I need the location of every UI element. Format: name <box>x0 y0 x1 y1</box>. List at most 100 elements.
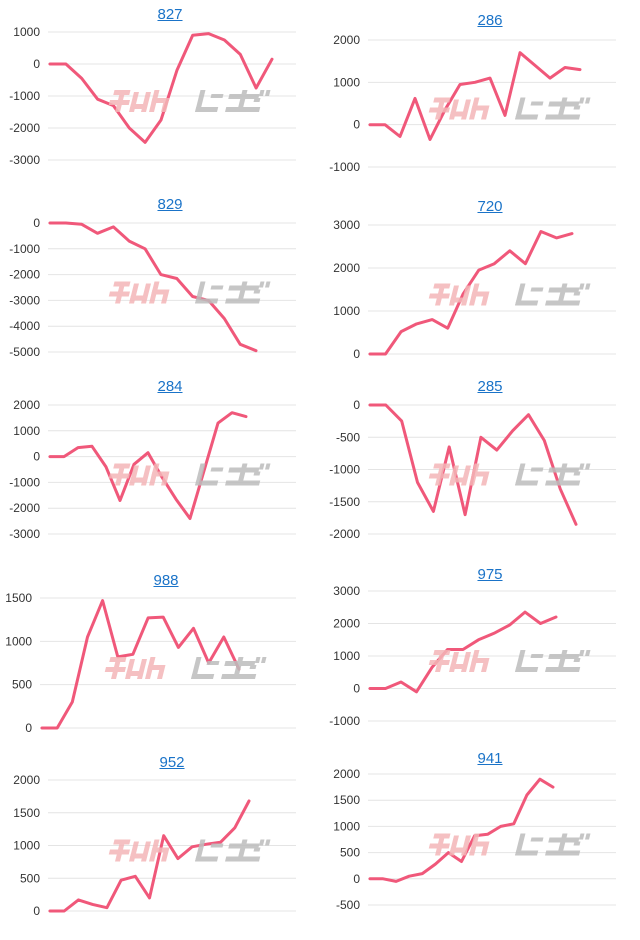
y-tick-label: 1000 <box>333 304 360 318</box>
y-tick-label: -1500 <box>329 495 360 509</box>
chart-svg: 1000 0 -1000 -2000 -3000 <box>9 25 296 167</box>
y-tick-label: 0 <box>33 904 40 918</box>
watermark-logo-icon <box>108 839 271 862</box>
y-tick-label: -5000 <box>9 345 40 359</box>
y-tick-label: -4000 <box>9 319 40 333</box>
chart-svg: 2000 1000 0 -1000 <box>329 33 616 174</box>
y-tick-label: 0 <box>353 118 360 132</box>
y-tick-label: 1500 <box>13 806 40 820</box>
watermark-logo-icon <box>428 283 591 306</box>
y-tick-label: 2000 <box>13 773 40 787</box>
y-tick-label: 0 <box>353 398 360 412</box>
chart-title-link[interactable]: 286 <box>477 12 503 29</box>
series-line <box>40 599 241 730</box>
y-tick-label: 1500 <box>5 591 32 605</box>
y-tick-label: -2000 <box>9 121 40 135</box>
y-tick-label: 1000 <box>13 424 40 438</box>
y-tick-label: 1500 <box>333 793 360 807</box>
chart-panel-827: 827 1000 0 -1000 -2000 -3000 <box>0 0 640 190</box>
series-line <box>368 610 558 694</box>
chart-svg: 1500 1000 500 0 <box>5 591 296 735</box>
series-line <box>48 411 248 520</box>
watermark-logo-icon <box>428 833 591 856</box>
chart-title-link[interactable]: 829 <box>157 196 183 213</box>
chart-panel-286: 286 2000 1000 0 -1000 <box>0 0 640 190</box>
chart-svg: 2000 1500 1000 500 0 -500 <box>333 767 616 912</box>
series-line <box>48 32 274 144</box>
y-tick-label: 2000 <box>333 261 360 275</box>
watermark-logo-icon <box>108 281 271 304</box>
y-tick-label: 3000 <box>333 218 360 232</box>
y-tick-label: -1000 <box>9 242 40 256</box>
chart-svg: 3000 2000 1000 0 <box>333 218 616 361</box>
chart-panel-975: 975 3000 2000 1000 0 -1000 <box>0 560 640 750</box>
y-tick-label: -1000 <box>9 475 40 489</box>
chart-title-link[interactable]: 284 <box>157 378 183 395</box>
y-tick-label: -1000 <box>329 463 360 477</box>
chart-svg: 0 -500 -1000 -1500 -2000 <box>329 398 616 541</box>
y-tick-label: 2000 <box>13 398 40 412</box>
series-line <box>48 799 251 913</box>
watermark-logo-icon <box>108 463 271 486</box>
y-tick-label: 3000 <box>333 584 360 598</box>
y-tick-label: 2000 <box>333 617 360 631</box>
chart-svg: 2000 1500 1000 500 0 <box>13 773 296 918</box>
y-tick-label: -3000 <box>9 527 40 541</box>
chart-title-link[interactable]: 952 <box>159 754 185 771</box>
y-tick-label: -1000 <box>329 160 360 174</box>
series-line <box>368 403 578 526</box>
y-tick-label: 0 <box>353 872 360 886</box>
y-tick-label: -2000 <box>9 268 40 282</box>
chart-panel-720: 720 3000 2000 1000 0 <box>0 190 640 380</box>
y-tick-label: -3000 <box>9 153 40 167</box>
y-tick-label: 0 <box>33 216 40 230</box>
y-tick-label: 500 <box>12 678 32 692</box>
y-tick-label: -3000 <box>9 293 40 307</box>
chart-title-link[interactable]: 988 <box>153 572 179 589</box>
chart-title-link[interactable]: 720 <box>477 198 503 215</box>
chart-title-link[interactable]: 827 <box>157 6 183 23</box>
watermark-logo-icon <box>428 463 591 486</box>
watermark-logo-icon <box>108 90 271 112</box>
series-line <box>368 51 582 141</box>
watermark-logo-icon <box>428 650 591 672</box>
y-tick-label: -1000 <box>9 89 40 103</box>
chart-title-link[interactable]: 975 <box>477 566 503 583</box>
chart-panel-284: 284 2000 1000 0 -1000 -2000 -3000 <box>0 370 640 560</box>
y-tick-label: -500 <box>336 898 360 912</box>
y-tick-label: 0 <box>25 721 32 735</box>
chart-title-link[interactable]: 285 <box>477 378 503 395</box>
chart-title-link[interactable]: 941 <box>477 750 503 767</box>
y-tick-label: 1000 <box>333 75 360 89</box>
chart-panel-285: 285 0 -500 -1000 -1500 -2000 <box>0 370 640 560</box>
watermark-logo-icon <box>428 97 591 120</box>
series-line <box>368 777 555 883</box>
y-tick-label: 2000 <box>333 767 360 781</box>
chart-svg: 0 -1000 -2000 -3000 -4000 -5000 <box>9 216 296 359</box>
y-tick-label: -1000 <box>329 714 360 728</box>
y-tick-label: 0 <box>353 347 360 361</box>
chart-panel-941: 941 2000 1500 1000 500 0 -500 <box>0 750 640 940</box>
y-tick-label: 1000 <box>13 25 40 39</box>
chart-panel-952: 952 2000 1500 1000 500 0 <box>0 750 640 940</box>
y-tick-label: 1000 <box>13 839 40 853</box>
y-tick-label: 0 <box>33 450 40 464</box>
chart-svg: 2000 1000 0 -1000 -2000 -3000 <box>9 398 296 541</box>
y-tick-label: 0 <box>353 682 360 696</box>
watermark-logo-icon <box>104 657 267 679</box>
y-tick-label: 1000 <box>5 634 32 648</box>
chart-panel-988: 988 1500 1000 500 0 <box>0 560 640 750</box>
y-tick-label: 1000 <box>333 819 360 833</box>
y-tick-label: 500 <box>20 871 40 885</box>
y-tick-label: -2000 <box>9 501 40 515</box>
y-tick-label: 0 <box>33 57 40 71</box>
series-line <box>368 230 574 356</box>
y-tick-label: 1000 <box>333 649 360 663</box>
y-tick-label: -2000 <box>329 527 360 541</box>
series-line <box>48 221 258 353</box>
y-tick-label: 2000 <box>333 33 360 47</box>
y-tick-label: 500 <box>340 846 360 860</box>
chart-panel-829: 829 0 -1000 -2000 -3000 -4000 -5000 <box>0 190 640 380</box>
y-tick-label: -500 <box>336 430 360 444</box>
